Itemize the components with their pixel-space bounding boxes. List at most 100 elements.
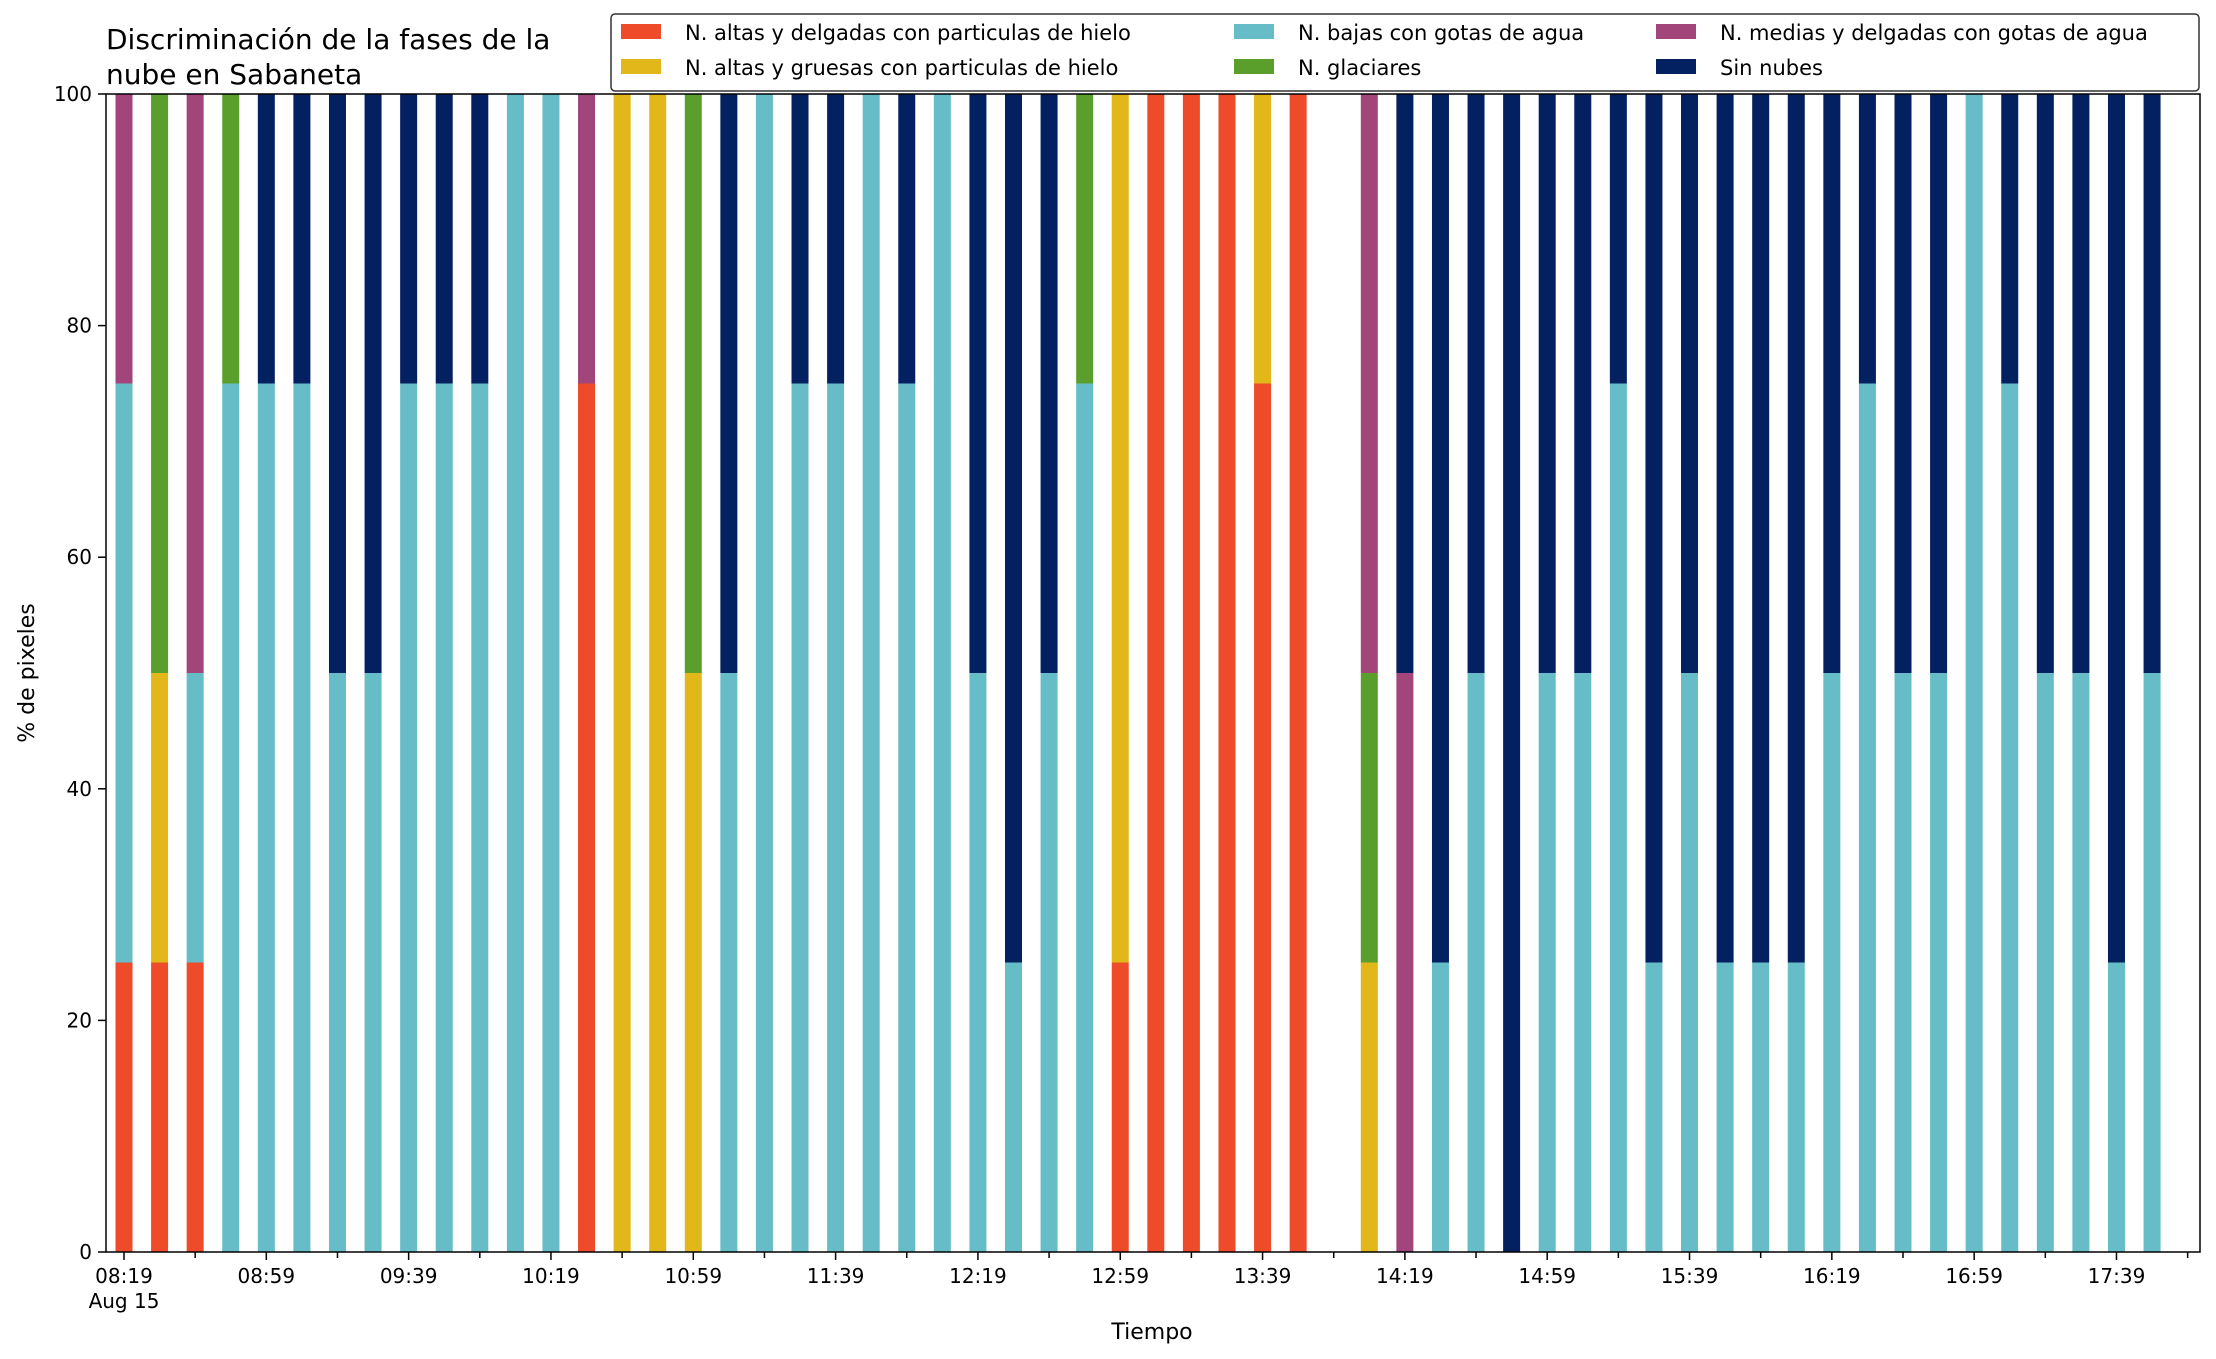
bar-segment-1329-s0 (1218, 94, 1236, 1252)
bar-segment-1609-s5 (1787, 94, 1805, 963)
bar-segment-0839-s2 (186, 673, 204, 963)
bar-segment-1009-s2 (506, 94, 524, 1252)
y-tick-label-5: 100 (54, 82, 92, 106)
bar-segment-1509-s5 (1574, 94, 1592, 673)
legend-label-0: N. altas y delgadas con particulas de hi… (685, 21, 1131, 45)
chart-title-line-1: Discriminación de la fases de la (106, 23, 550, 56)
bar-segment-1439-s5 (1467, 94, 1485, 673)
bar-segment-0949-s5 (435, 94, 453, 384)
bar-segment-1549-s2 (1716, 962, 1734, 1252)
bar-segment-1419-s5 (1396, 94, 1414, 673)
bar-segment-1419-s4 (1396, 673, 1414, 1252)
bar-segment-1259-s0 (1111, 962, 1129, 1252)
bar-segment-0819-s4 (115, 94, 133, 384)
y-tick-label-0: 0 (79, 1240, 92, 1264)
legend-label-5: Sin nubes (1720, 56, 1823, 80)
bar-segment-1149-s2 (862, 94, 880, 1252)
y-axis-label: % de pixeles (15, 603, 40, 742)
bar-segment-1549-s5 (1716, 94, 1734, 963)
bar-segment-1519-s5 (1609, 94, 1627, 384)
bar-segment-1059-s1 (684, 673, 702, 1252)
y-axis: 0 20 40 60 80 100 (54, 82, 106, 1264)
bar-segment-1029-s4 (578, 94, 596, 384)
bar-segment-0939-s5 (400, 94, 418, 384)
bar-segment-1629-s5 (1858, 94, 1876, 384)
bar-segment-0849-s3 (222, 94, 240, 384)
x-tick-label-11: 15:39 (1661, 1264, 1719, 1288)
bar-segment-1639-s2 (1894, 673, 1912, 1252)
x-tick-label-10: 14:59 (1518, 1264, 1576, 1288)
bar-segment-0839-s4 (186, 94, 204, 673)
bar-segment-1109-s2 (720, 673, 738, 1252)
bar-segment-1059-s3 (684, 94, 702, 673)
bar-segment-1709-s5 (2001, 94, 2019, 384)
bar-segment-0929-s5 (364, 94, 382, 673)
bar-segment-1049-s1 (649, 94, 667, 1252)
bar-segment-1219-s2 (969, 673, 987, 1252)
bar-segment-1339-s1 (1254, 94, 1272, 384)
bar-segment-1349-s0 (1289, 94, 1307, 1252)
bar-segment-1429-s5 (1431, 94, 1449, 963)
bar-segment-0949-s2 (435, 383, 453, 1252)
y-tick-label-2: 40 (67, 777, 92, 801)
bar-segment-1249-s3 (1076, 94, 1094, 384)
legend-swatch-4 (1656, 24, 1696, 39)
x-tick-label-14: 17:39 (2088, 1264, 2146, 1288)
bar-segment-1439-s2 (1467, 673, 1485, 1252)
bar-segment-1659-s2 (1965, 94, 1983, 1252)
bars-group (115, 94, 2161, 1252)
legend-swatch-5 (1656, 59, 1696, 74)
bar-segment-1159-s2 (898, 383, 916, 1252)
x-tick-label-9: 14:19 (1376, 1264, 1434, 1288)
x-axis: 08:19 08:59 09:39 10:19 10:59 11:39 12:19 12:59… (89, 1252, 2189, 1313)
bar-segment-1239-s5 (1040, 94, 1058, 673)
bar-segment-1629-s2 (1858, 383, 1876, 1252)
x-tick-label-2: 09:39 (380, 1264, 438, 1288)
legend-swatch-1 (621, 59, 661, 74)
bar-segment-1719-s5 (2036, 94, 2054, 673)
legend-swatch-2 (1234, 24, 1274, 39)
bar-segment-1259-s1 (1111, 94, 1129, 963)
bar-segment-1019-s2 (542, 94, 560, 1252)
bar-segment-1539-s5 (1681, 94, 1699, 673)
bar-segment-1429-s2 (1431, 962, 1449, 1252)
x-tick-label-12: 16:19 (1803, 1264, 1861, 1288)
bar-segment-1729-s2 (2072, 673, 2090, 1252)
bar-segment-0909-s5 (293, 94, 311, 384)
chart-title-line-2: nube en Sabaneta (106, 58, 362, 91)
bar-segment-1739-s5 (2107, 94, 2125, 963)
y-tick-label-4: 80 (67, 314, 92, 338)
bar-segment-0819-s2 (115, 383, 133, 963)
x-tick-label-6: 12:19 (949, 1264, 1007, 1288)
bar-segment-0959-s5 (471, 94, 489, 384)
bar-segment-1229-s2 (1005, 962, 1022, 1252)
bar-segment-0829-s1 (151, 673, 169, 963)
bar-segment-1749-s2 (2143, 673, 2161, 1252)
bar-segment-0849-s2 (222, 383, 240, 1252)
legend-label-2: N. bajas con gotas de agua (1298, 21, 1584, 45)
legend-swatch-0 (621, 24, 661, 39)
bar-segment-1409-s3 (1360, 673, 1378, 963)
bar-segment-0929-s2 (364, 673, 382, 1252)
bar-segment-0829-s0 (151, 962, 169, 1252)
bar-segment-0939-s2 (400, 383, 418, 1252)
bar-segment-1619-s5 (1823, 94, 1841, 673)
bar-segment-1449-s5 (1503, 94, 1521, 1252)
bar-segment-0829-s3 (151, 94, 169, 673)
bar-segment-1459-s2 (1538, 673, 1556, 1252)
legend: N. altas y delgadas con particulas de hi… (610, 13, 2200, 92)
bar-segment-1559-s5 (1752, 94, 1770, 963)
x-tick-label-7: 12:59 (1091, 1264, 1149, 1288)
bar-segment-0819-s0 (115, 962, 133, 1252)
legend-label-3: N. glaciares (1298, 56, 1421, 80)
bar-segment-1319-s0 (1182, 94, 1200, 1252)
bar-segment-1519-s2 (1609, 383, 1627, 1252)
bar-segment-1409-s4 (1360, 94, 1378, 673)
bar-segment-0859-s2 (257, 383, 275, 1252)
x-axis-label: Tiempo (1110, 1320, 1192, 1345)
bar-segment-1609-s2 (1787, 962, 1805, 1252)
bar-segment-0959-s2 (471, 383, 489, 1252)
bar-segment-0919-s5 (328, 94, 346, 673)
bar-segment-1709-s2 (2001, 383, 2019, 1252)
